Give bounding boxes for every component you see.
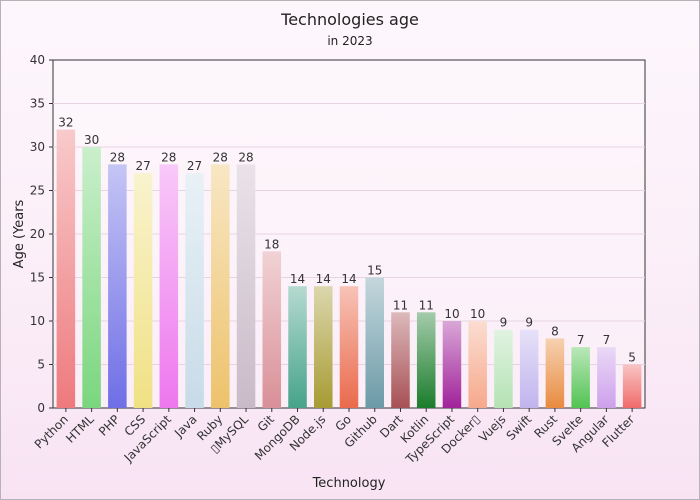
bar[interactable] [288,286,307,408]
data-label: 32 [58,116,73,130]
bar[interactable] [339,286,359,408]
bar[interactable] [211,164,230,408]
data-label: 18 [264,237,279,251]
chart-subtitle: in 2023 [327,34,372,48]
data-label: 28 [161,150,176,164]
x-tick-label: Python [32,412,71,451]
bar[interactable] [313,286,333,408]
bar[interactable] [545,338,565,408]
bar[interactable] [82,147,101,408]
data-label: 28 [110,150,125,164]
data-label: 14 [290,272,305,286]
bar[interactable] [622,364,642,409]
bar[interactable] [597,347,616,408]
data-label: 15 [367,264,382,278]
data-label: 14 [341,272,356,286]
data-label: 8 [551,324,559,338]
data-label: 7 [603,333,611,347]
y-axis-title: Age (Years [12,199,27,268]
x-tick-label: HTML [63,412,97,446]
chart-title: Technologies age [280,10,419,29]
y-axis-ticks: 0 5 10 15 20 25 30 35 40 [30,53,53,415]
bar[interactable] [571,347,590,408]
bar[interactable] [185,173,204,408]
x-tick-label: Swift [504,412,535,443]
y-tick-label: 40 [30,53,45,67]
bar[interactable] [56,129,76,408]
bars: 32 30 28 27 28 27 28 28 18 14 14 14 15 11 11 10 10 9 9 8 7 7 5 [56,116,642,409]
bar[interactable] [494,329,513,408]
y-tick-label: 5 [37,358,45,372]
data-label: 5 [628,351,636,365]
data-label: 7 [577,333,585,347]
data-label: 10 [470,307,485,321]
y-tick-label: 30 [30,140,45,154]
bar[interactable] [442,321,462,408]
x-axis-title: Technology [312,476,386,491]
y-tick-label: 10 [30,314,45,328]
y-tick-label: 15 [30,271,45,285]
bar[interactable] [159,164,179,408]
data-label: 11 [393,298,408,312]
bar[interactable] [365,277,385,409]
x-tick-label: PHP [96,412,123,439]
x-tick-label: Java [171,412,200,441]
x-tick-label: JavaScript [121,412,174,465]
data-label: 9 [500,316,508,330]
data-label: 14 [316,272,331,286]
bar[interactable] [133,173,153,408]
y-tick-label: 0 [37,401,45,415]
bar[interactable] [108,164,127,408]
bar[interactable] [519,329,539,408]
y-tick-label: 35 [30,97,45,111]
data-label: 9 [525,316,533,330]
bar[interactable] [416,312,436,408]
data-label: 28 [238,150,253,164]
bar[interactable] [262,251,282,408]
bar[interactable] [391,312,410,408]
data-label: 10 [444,307,459,321]
data-label: 30 [84,133,99,147]
data-label: 27 [135,159,150,173]
bar[interactable] [236,164,256,408]
y-tick-label: 20 [30,227,45,241]
bar[interactable] [468,321,487,408]
data-label: 11 [419,298,434,312]
x-tick-label: Vuejs [476,412,509,445]
data-label: 28 [213,150,228,164]
data-label: 27 [187,159,202,173]
y-tick-label: 25 [30,184,45,198]
